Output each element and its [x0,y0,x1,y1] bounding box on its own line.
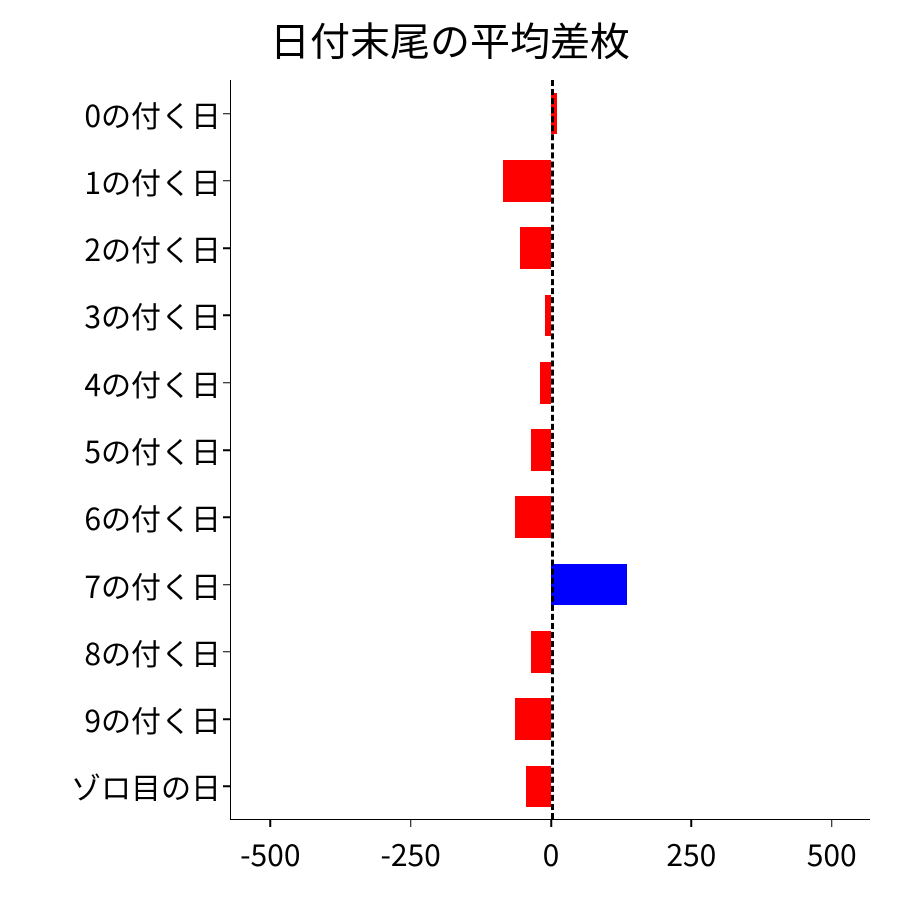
bar [503,160,551,202]
x-tick-label: -500 [240,819,300,875]
bar [520,227,551,269]
y-tick-label: 9の付く日 [84,697,231,741]
y-tick-label: 0の付く日 [84,92,231,136]
y-tick-label: 8の付く日 [84,630,231,674]
x-tick-label: 500 [807,819,857,875]
bar [540,362,551,404]
y-tick-label: 3の付く日 [84,293,231,337]
y-tick-label: 2の付く日 [84,226,231,270]
bar [531,631,551,673]
y-tick-label: 7の付く日 [84,563,231,607]
bar [515,698,551,740]
bar [551,564,627,606]
plot-area: -500-25002505000の付く日1の付く日2の付く日3の付く日4の付く日… [230,80,870,820]
y-tick-label: 6の付く日 [84,495,231,539]
x-tick-label: 0 [543,819,560,875]
bar [531,429,551,471]
chart-title: 日付末尾の平均差枚 [0,10,900,68]
bar [515,496,551,538]
y-tick-label: 4の付く日 [84,361,231,405]
x-tick-label: 250 [666,819,716,875]
zero-reference-line [551,80,554,819]
y-tick-label: ゾロ目の日 [71,764,231,808]
y-tick-label: 1の付く日 [84,159,231,203]
y-tick-label: 5の付く日 [84,428,231,472]
x-tick-label: -250 [380,819,440,875]
chart-container: 日付末尾の平均差枚 -500-25002505000の付く日1の付く日2の付く日… [0,0,900,900]
bar [526,766,551,808]
